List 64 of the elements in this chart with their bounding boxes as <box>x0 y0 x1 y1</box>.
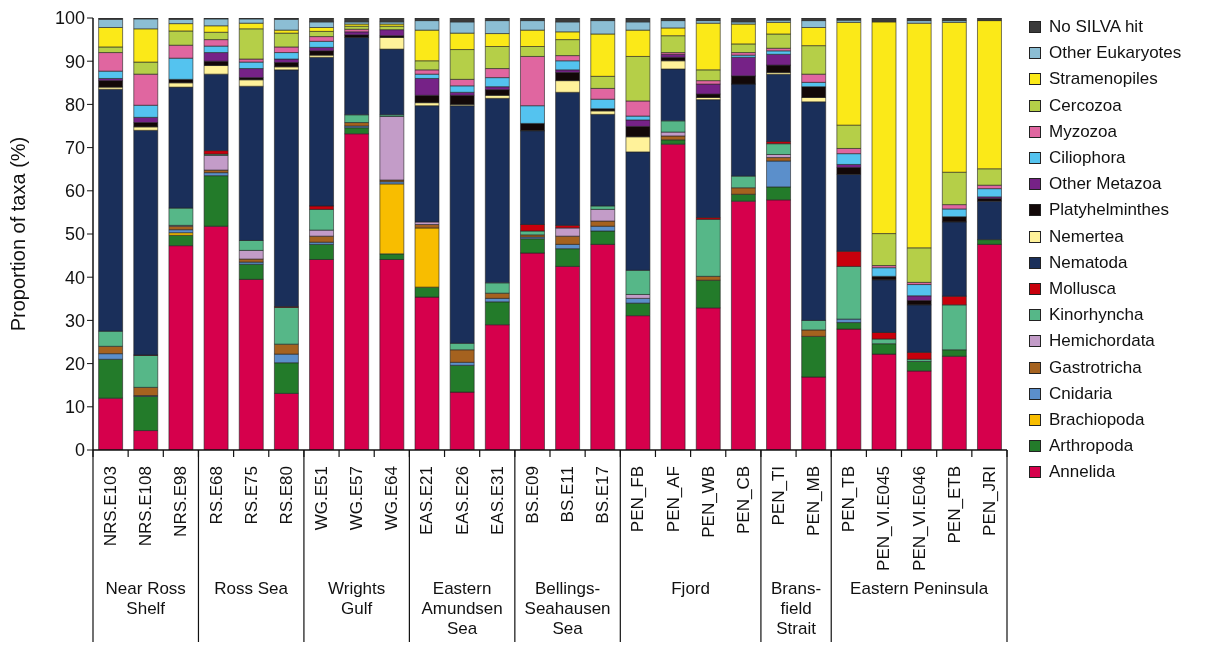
x-tick-label: PEN_VI.E045 <box>874 466 894 571</box>
y-tick-label: 50 <box>64 224 85 245</box>
legend-label: Cnidaria <box>1049 383 1113 404</box>
text: Ross Sea <box>214 579 289 598</box>
legend-label: Mollusca <box>1049 278 1117 299</box>
x-tick-label: PEN_MB <box>804 466 824 536</box>
x-tick-label: PEN_TB <box>839 466 859 533</box>
y-tick-label: 80 <box>64 94 85 115</box>
legend-label: Nematoda <box>1049 252 1128 273</box>
x-tick-label: WG.E64 <box>382 466 402 531</box>
x-tick-label: PEN_VI.E046 <box>909 466 929 571</box>
y-tick-label: 90 <box>64 51 85 72</box>
text: Wrights Gulf <box>328 579 386 618</box>
x-tick-label: EAS.E31 <box>487 466 507 535</box>
x-tick-label: PEN_FB <box>628 466 648 533</box>
x-tick-label: NRS.E103 <box>101 466 121 547</box>
y-tick-label: 30 <box>64 310 85 331</box>
x-tick-label: BS.E17 <box>593 466 613 524</box>
legend-label: Annelida <box>1049 462 1116 483</box>
x-tick-label: PEN_AF <box>663 466 683 533</box>
legend-label: Arthropoda <box>1049 436 1134 457</box>
text: Near Ross Shelf <box>105 579 186 618</box>
legend-label: Other Metazoa <box>1049 174 1162 195</box>
x-tick-label: RS.E80 <box>276 466 296 525</box>
legend-label: Gastrotricha <box>1049 357 1142 378</box>
x-tick-label: NRS.E108 <box>136 466 156 547</box>
y-tick-label: 100 <box>54 8 85 29</box>
legend-label: Myzozoa <box>1049 121 1118 142</box>
y-tick-label: 60 <box>64 181 85 202</box>
legend-label: Nemertea <box>1049 226 1124 247</box>
x-tick-label: PEN_CB <box>733 466 753 535</box>
legend-label: Brachiopoda <box>1049 409 1145 430</box>
text: Brans-field Strait <box>771 579 822 638</box>
x-tick-label: BS.E09 <box>522 466 542 524</box>
text: Fjord <box>671 579 710 598</box>
y-tick-label: 40 <box>64 267 85 288</box>
x-tick-label: BS.E11 <box>558 466 578 523</box>
legend-label: No SILVA hit <box>1049 17 1143 38</box>
legend-label: Hemichordata <box>1049 331 1155 352</box>
x-tick-label: RS.E68 <box>206 466 226 525</box>
y-tick-label: 70 <box>64 137 85 158</box>
legend-label: Platyhelminthes <box>1049 200 1170 221</box>
x-tick-label: EAS.E21 <box>417 466 437 535</box>
x-tick-label: PEN_TI <box>769 466 788 526</box>
legend-label: Stramenopiles <box>1049 69 1158 90</box>
x-tick-label: PEN_ETB <box>944 466 964 544</box>
text: Eastern Peninsula <box>850 579 989 598</box>
x-tick-label: PEN_WB <box>698 466 718 538</box>
text: Eastern Amundsen Sea <box>421 579 503 638</box>
y-tick-label: 10 <box>64 397 85 418</box>
legend-label: Kinorhyncha <box>1049 305 1144 326</box>
legend-label: Ciliophora <box>1049 148 1126 169</box>
y-tick-label: 0 <box>74 440 85 461</box>
legend-label: Other Eukaryotes <box>1049 43 1182 64</box>
x-tick-label: WG.E57 <box>347 466 367 531</box>
legend-label: Cercozoa <box>1049 95 1122 116</box>
x-tick-label: NRS.E98 <box>171 466 191 537</box>
x-tick-label: EAS.E26 <box>452 466 472 535</box>
y-tick-label: 20 <box>64 353 85 374</box>
x-tick-label: PEN_JRI <box>979 466 999 536</box>
x-tick-label: WG.E51 <box>312 466 331 531</box>
text: Bellings-Seahausen Sea <box>524 579 611 638</box>
x-tick-label: RS.E75 <box>241 466 261 525</box>
y-axis-title: Proportion of taxa (%) <box>7 136 30 332</box>
